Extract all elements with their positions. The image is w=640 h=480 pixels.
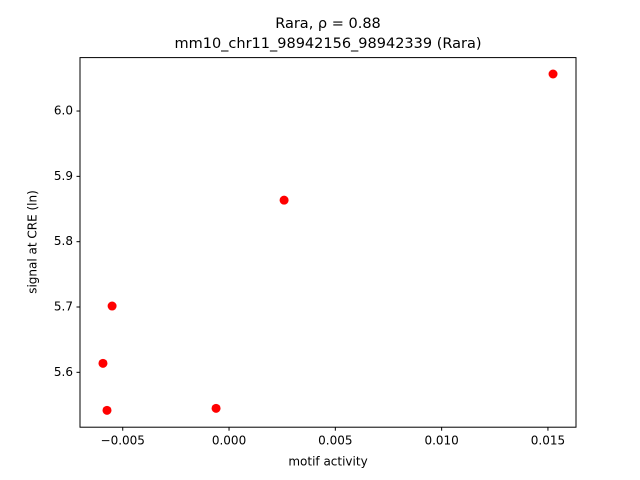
point <box>548 69 558 79</box>
y-tick-label: 5.6 <box>54 365 73 379</box>
point <box>107 301 117 311</box>
x-tick-label: 0.000 <box>212 434 246 448</box>
y-tick-label: 5.9 <box>54 169 73 183</box>
point <box>211 403 221 413</box>
point <box>279 195 289 205</box>
y-axis-label: signal at CRE (ln) <box>26 190 40 294</box>
x-axis-label: motif activity <box>288 455 367 469</box>
x-tick-label: 0.010 <box>424 434 458 448</box>
axes-frame <box>79 57 577 428</box>
x-tick-label: 0.005 <box>318 434 352 448</box>
y-tick-label: 5.7 <box>54 300 73 314</box>
y-tick-label: 6.0 <box>54 104 73 118</box>
x-tick-label: −0.005 <box>101 434 145 448</box>
point <box>102 405 112 415</box>
chart-subtitle: mm10_chr11_98942156_98942339 (Rara) <box>174 36 481 52</box>
x-tick-label: 0.015 <box>531 434 565 448</box>
chart-title: Rara, ρ = 0.88 <box>275 16 381 32</box>
point <box>98 358 108 368</box>
y-tick-label: 5.8 <box>54 234 73 248</box>
